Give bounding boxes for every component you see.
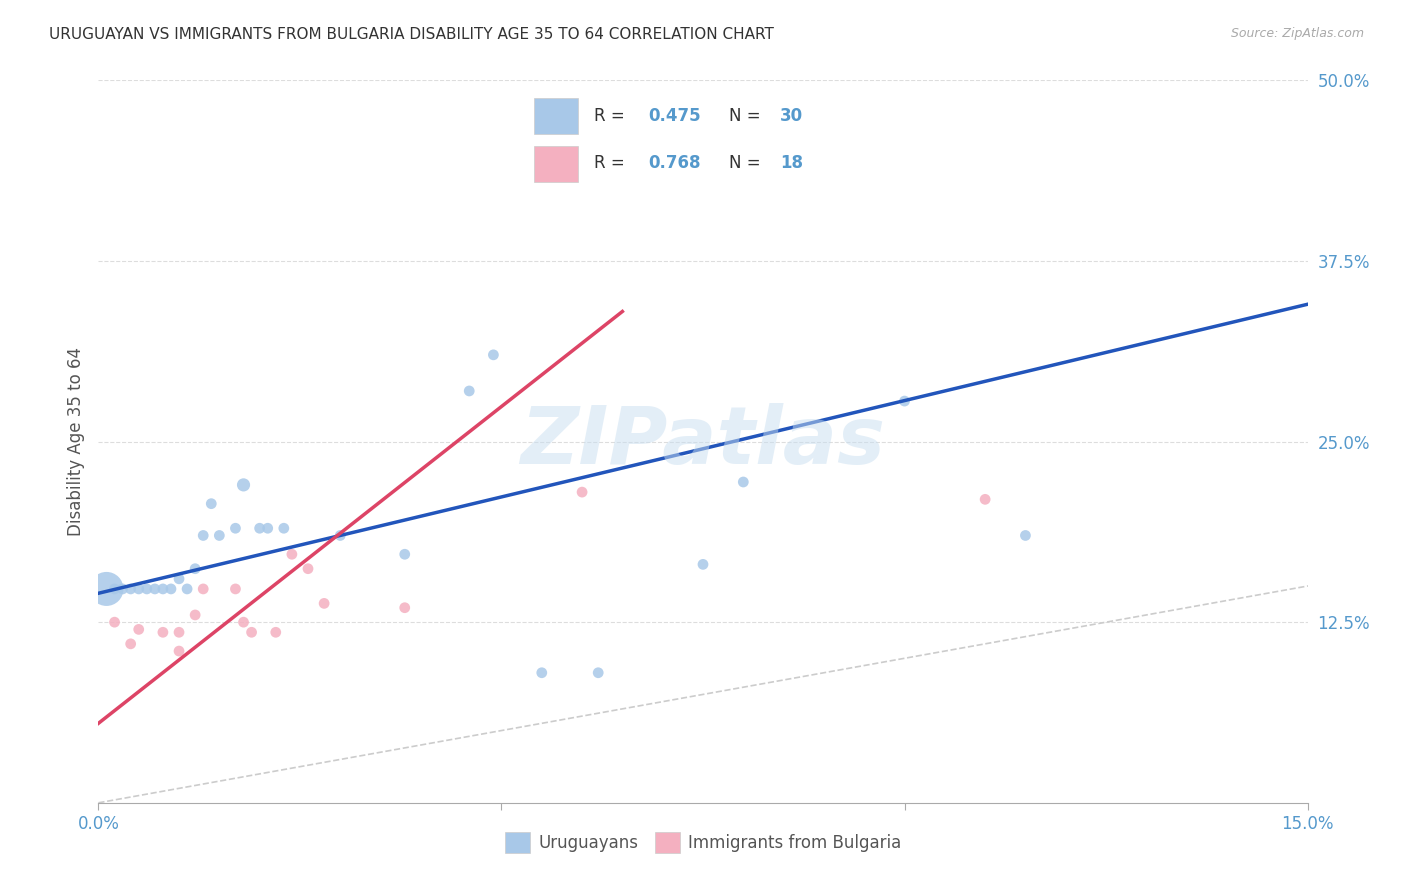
- Y-axis label: Disability Age 35 to 64: Disability Age 35 to 64: [66, 347, 84, 536]
- Point: [143, 582, 166, 596]
- Text: Source: ZipAtlas.com: Source: ZipAtlas.com: [1230, 27, 1364, 40]
- Point: [458, 384, 481, 398]
- Point: [193, 582, 215, 596]
- Point: [103, 582, 125, 596]
- Point: [176, 582, 198, 596]
- Point: [184, 562, 207, 576]
- Point: [394, 547, 416, 561]
- Point: [249, 521, 271, 535]
- Text: R =: R =: [595, 107, 630, 125]
- Point: [586, 665, 609, 680]
- Point: [974, 492, 997, 507]
- Point: [571, 485, 593, 500]
- Point: [224, 582, 246, 596]
- Text: 18: 18: [780, 154, 803, 172]
- Point: [297, 562, 319, 576]
- Point: [281, 547, 304, 561]
- Point: [1014, 528, 1036, 542]
- Text: N =: N =: [730, 107, 766, 125]
- Point: [314, 596, 336, 610]
- Point: [96, 582, 118, 596]
- Point: [273, 521, 295, 535]
- Point: [264, 625, 287, 640]
- Point: [103, 615, 125, 630]
- Point: [394, 600, 416, 615]
- Point: [184, 607, 207, 622]
- Text: 30: 30: [780, 107, 803, 125]
- Point: [128, 582, 150, 596]
- Point: [232, 478, 254, 492]
- Point: [482, 348, 505, 362]
- Point: [167, 644, 190, 658]
- Point: [111, 582, 134, 596]
- Text: URUGUAYAN VS IMMIGRANTS FROM BULGARIA DISABILITY AGE 35 TO 64 CORRELATION CHART: URUGUAYAN VS IMMIGRANTS FROM BULGARIA DI…: [49, 27, 775, 42]
- FancyBboxPatch shape: [534, 98, 578, 135]
- Point: [152, 625, 174, 640]
- Text: ZIPatlas: ZIPatlas: [520, 402, 886, 481]
- Point: [256, 521, 278, 535]
- Point: [160, 582, 183, 596]
- Point: [167, 625, 190, 640]
- Point: [193, 528, 215, 542]
- Point: [224, 521, 246, 535]
- Point: [530, 665, 553, 680]
- Point: [208, 528, 231, 542]
- Point: [893, 394, 915, 409]
- Text: R =: R =: [595, 154, 630, 172]
- Point: [733, 475, 755, 489]
- Point: [232, 615, 254, 630]
- Point: [692, 558, 714, 572]
- Point: [120, 637, 142, 651]
- Text: 0.768: 0.768: [648, 154, 702, 172]
- Point: [167, 572, 190, 586]
- Text: N =: N =: [730, 154, 766, 172]
- Point: [128, 623, 150, 637]
- Point: [240, 625, 263, 640]
- Point: [329, 528, 352, 542]
- Point: [200, 497, 222, 511]
- Point: [152, 582, 174, 596]
- FancyBboxPatch shape: [534, 145, 578, 181]
- Point: [120, 582, 142, 596]
- Legend: Uruguayans, Immigrants from Bulgaria: Uruguayans, Immigrants from Bulgaria: [498, 826, 908, 860]
- Text: 0.475: 0.475: [648, 107, 702, 125]
- Point: [135, 582, 157, 596]
